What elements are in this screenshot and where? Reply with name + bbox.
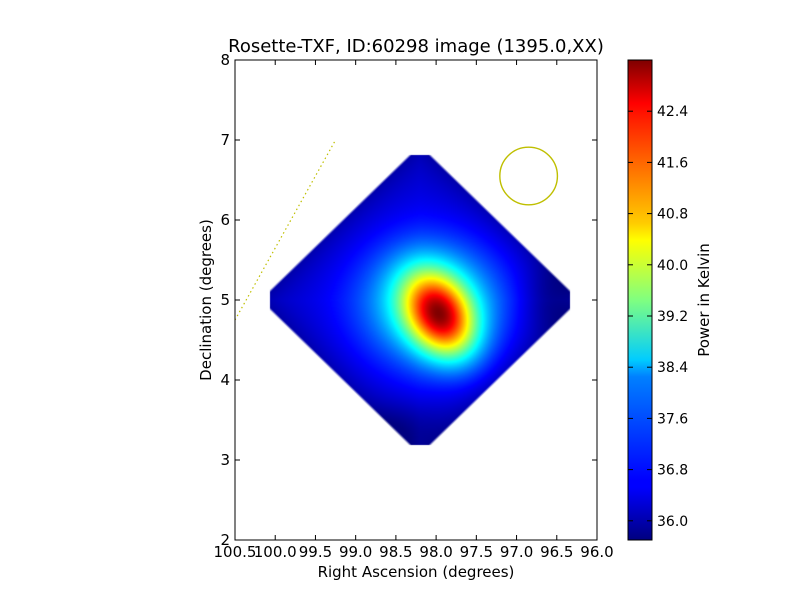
colorbar-tick-label: 42.4	[657, 104, 688, 120]
colorbar-gradient	[628, 60, 652, 540]
colorbar-tick-label: 40.8	[657, 207, 688, 223]
beam-circle	[499, 146, 559, 206]
x-tick-label: 97.0	[500, 543, 533, 561]
x-tick-label: 99.0	[339, 543, 372, 561]
x-tick-label: 96.5	[540, 543, 573, 561]
colorbar-tick-label: 37.6	[657, 411, 688, 427]
colorbar-label: Power in Kelvin	[695, 243, 713, 357]
y-tick-label: 5	[220, 291, 230, 309]
x-tick-label: 99.5	[299, 543, 332, 561]
colorbar-tick-label: 39.2	[657, 309, 688, 325]
colorbar-ticks: 36.0 36.8 37.6 38.4 39.2 40.0 40.8 41.6 42.4	[628, 104, 688, 530]
y-tick-label: 6	[220, 211, 230, 229]
x-tick-label: 100.5	[214, 543, 257, 561]
x-axis-label: Right Ascension (degrees)	[318, 563, 515, 581]
y-tick-label: 2	[220, 531, 230, 549]
colorbar-tick-label: 36.0	[657, 514, 688, 530]
chart-title: Rosette-TXF, ID:60298 image (1395.0,XX)	[228, 36, 604, 57]
y-tick-label: 3	[220, 451, 230, 469]
y-axis: 2 3 4 5 6 7 8	[220, 51, 597, 549]
y-tick-label: 8	[220, 51, 230, 69]
dotted-line	[235, 139, 337, 321]
colorbar: 36.0 36.8 37.6 38.4 39.2 40.0 40.8 41.6 42.4	[627, 59, 688, 541]
heatmap-image	[235, 60, 597, 540]
x-tick-label: 100.0	[254, 543, 297, 561]
y-tick-label: 7	[220, 131, 230, 149]
x-tick-label: 98.5	[379, 543, 412, 561]
colorbar-tick-label: 38.4	[657, 360, 688, 376]
y-axis-label: Declination (degrees)	[197, 219, 215, 381]
x-tick-label: 97.5	[460, 543, 493, 561]
y-tick-label: 4	[220, 371, 230, 389]
x-tick-label: 98.0	[419, 543, 452, 561]
colorbar-tick-label: 36.8	[657, 463, 688, 479]
x-tick-label: 96.0	[580, 543, 613, 561]
colorbar-tick-label: 40.0	[657, 258, 688, 274]
colorbar-tick-label: 41.6	[657, 155, 688, 171]
colorbar-frame	[627, 59, 653, 541]
